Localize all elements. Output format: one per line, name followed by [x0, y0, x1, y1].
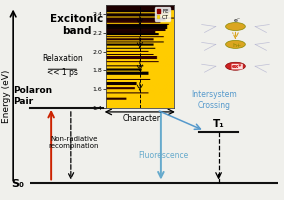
- Text: h+: h+: [232, 43, 241, 48]
- Text: Energy (eV): Energy (eV): [2, 69, 11, 123]
- Text: T₁: T₁: [213, 119, 224, 129]
- Text: Relaxation: Relaxation: [42, 54, 83, 63]
- Text: Intersystem
Crossing: Intersystem Crossing: [191, 90, 237, 110]
- Text: Polaron
Pair: Polaron Pair: [13, 86, 52, 106]
- Text: ex*: ex*: [232, 64, 242, 69]
- Ellipse shape: [225, 62, 245, 70]
- Text: Character: Character: [122, 114, 160, 123]
- Text: Excitonic
band: Excitonic band: [50, 14, 103, 36]
- Text: Non-radiative
recombination: Non-radiative recombination: [48, 136, 99, 149]
- Text: Fluorescence: Fluorescence: [139, 151, 189, 160]
- Text: << 1 ps: << 1 ps: [47, 68, 78, 77]
- Text: ex*: ex*: [232, 64, 243, 69]
- Ellipse shape: [225, 23, 245, 30]
- Text: S₀: S₀: [11, 179, 24, 189]
- Text: e⁻: e⁻: [233, 18, 241, 23]
- Ellipse shape: [225, 40, 245, 48]
